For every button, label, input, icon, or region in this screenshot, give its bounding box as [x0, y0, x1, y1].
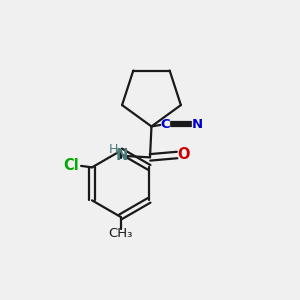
Text: H: H: [109, 143, 119, 156]
Text: O: O: [177, 147, 190, 162]
Text: CH₃: CH₃: [108, 227, 133, 240]
Text: N: N: [191, 118, 203, 130]
Text: N: N: [116, 148, 128, 163]
Text: C: C: [161, 118, 170, 130]
Text: Cl: Cl: [63, 158, 79, 173]
